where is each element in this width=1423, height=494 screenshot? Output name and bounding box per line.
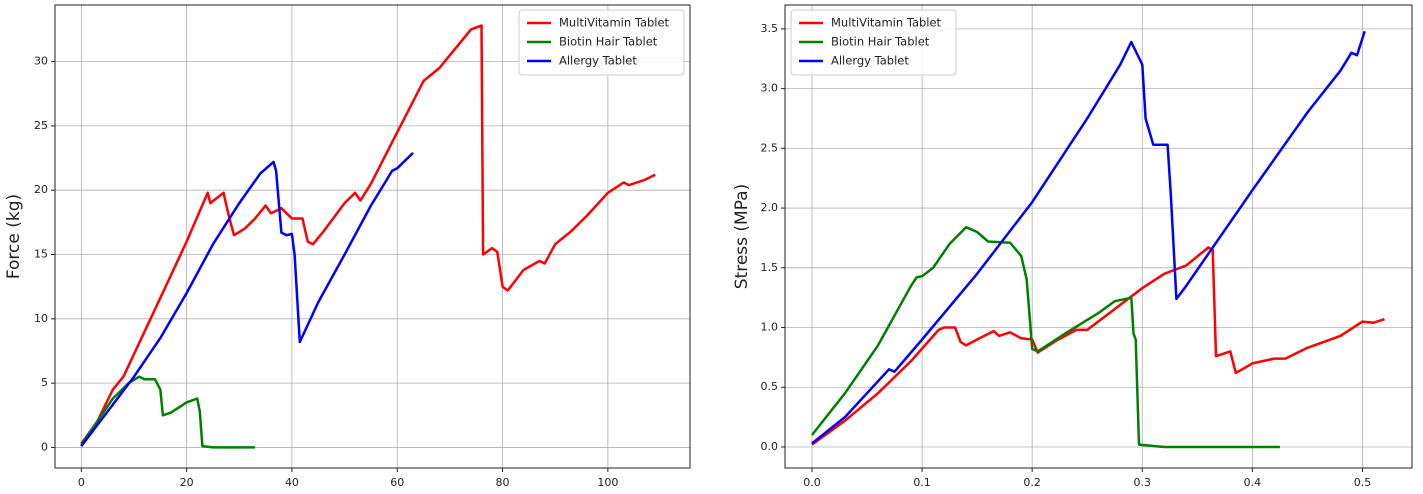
x-tick-label: 0.5	[1354, 476, 1372, 489]
x-tick-label: 20	[180, 476, 194, 489]
x-tick-label: 80	[496, 476, 510, 489]
y-tick-label: 25	[34, 119, 48, 132]
y-tick-label: 1.5	[761, 261, 779, 274]
data-line	[811, 30, 1366, 445]
legend-box	[518, 9, 685, 76]
y-tick-label: 2.5	[761, 141, 779, 154]
x-tick-label: 0	[78, 476, 85, 489]
legend-label: Allergy Tablet	[559, 54, 637, 68]
axes-frame	[784, 4, 1413, 469]
data-line	[80, 152, 414, 447]
data-line	[811, 246, 1385, 446]
y-tick-label: 0.0	[761, 440, 779, 453]
data-line	[80, 24, 656, 445]
y-tick-label: 2.0	[761, 201, 779, 214]
y-tick-label: 15	[34, 248, 48, 261]
data-line	[80, 375, 256, 449]
y-tick-label: 1.0	[761, 321, 779, 334]
y-axis-label: Force (kg)	[4, 194, 24, 279]
y-tick-label: 3.0	[761, 82, 779, 95]
y-axis-label: Stress (MPa)	[732, 184, 752, 290]
x-tick-label: 0.3	[1134, 476, 1152, 489]
legend-label: Allergy Tablet	[831, 54, 909, 68]
x-tick-label: 60	[390, 476, 404, 489]
legend-label: MultiVitamin Tablet	[831, 16, 942, 30]
y-tick-label: 30	[34, 55, 48, 68]
legend-label: Biotin Hair Tablet	[559, 35, 658, 49]
data-line	[811, 225, 1280, 449]
y-tick-label: 10	[34, 312, 48, 325]
x-tick-label: 40	[285, 476, 299, 489]
legend-label: Biotin Hair Tablet	[831, 35, 930, 49]
y-tick-label: 3.5	[761, 22, 779, 35]
y-tick-label: 20	[34, 183, 48, 196]
legend: MultiVitamin Tablet Biotin Hair Tablet All…	[518, 9, 685, 76]
legend-box	[790, 9, 957, 76]
x-tick-label: 0.2	[1023, 476, 1041, 489]
x-tick-label: 0.4	[1244, 476, 1262, 489]
legend-label: MultiVitamin Tablet	[559, 16, 670, 30]
y-tick-label: 5	[41, 376, 48, 389]
legend: MultiVitamin Tablet Biotin Hair Tablet All…	[790, 9, 957, 76]
y-tick-label: 0.5	[761, 380, 779, 393]
y-tick-label: 0	[41, 440, 48, 453]
x-tick-label: 0.1	[913, 476, 931, 489]
x-tick-label: 0.0	[803, 476, 821, 489]
x-tick-label: 100	[597, 476, 618, 489]
axes-frame	[54, 4, 691, 469]
